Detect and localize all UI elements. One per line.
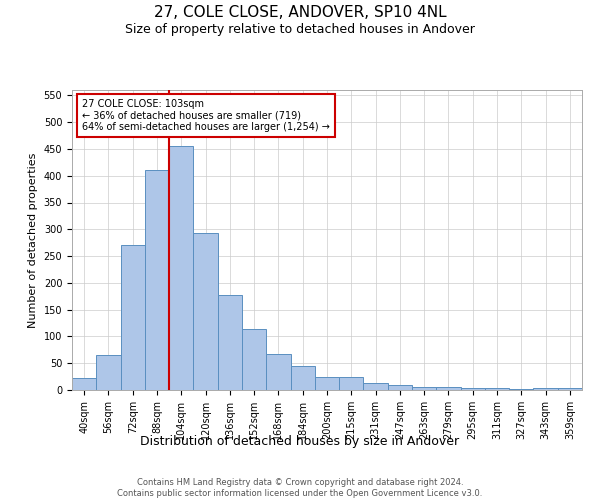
Bar bbox=[218, 294, 242, 390]
Bar bbox=[436, 387, 461, 390]
Bar bbox=[412, 387, 436, 390]
Bar bbox=[96, 355, 121, 390]
Bar bbox=[509, 389, 533, 390]
Bar bbox=[339, 376, 364, 390]
Bar bbox=[290, 366, 315, 390]
Bar bbox=[72, 378, 96, 390]
Text: Contains HM Land Registry data © Crown copyright and database right 2024.
Contai: Contains HM Land Registry data © Crown c… bbox=[118, 478, 482, 498]
Bar bbox=[169, 146, 193, 390]
Bar bbox=[193, 233, 218, 390]
Text: Size of property relative to detached houses in Andover: Size of property relative to detached ho… bbox=[125, 22, 475, 36]
Bar bbox=[242, 330, 266, 390]
Bar bbox=[266, 354, 290, 390]
Bar bbox=[364, 382, 388, 390]
Text: Distribution of detached houses by size in Andover: Distribution of detached houses by size … bbox=[140, 435, 460, 448]
Text: 27, COLE CLOSE, ANDOVER, SP10 4NL: 27, COLE CLOSE, ANDOVER, SP10 4NL bbox=[154, 5, 446, 20]
Bar bbox=[315, 376, 339, 390]
Bar bbox=[533, 388, 558, 390]
Bar bbox=[485, 388, 509, 390]
Bar bbox=[121, 246, 145, 390]
Bar bbox=[461, 388, 485, 390]
Bar bbox=[558, 388, 582, 390]
Text: 27 COLE CLOSE: 103sqm
← 36% of detached houses are smaller (719)
64% of semi-det: 27 COLE CLOSE: 103sqm ← 36% of detached … bbox=[82, 99, 330, 132]
Y-axis label: Number of detached properties: Number of detached properties bbox=[28, 152, 38, 328]
Bar bbox=[388, 384, 412, 390]
Bar bbox=[145, 170, 169, 390]
